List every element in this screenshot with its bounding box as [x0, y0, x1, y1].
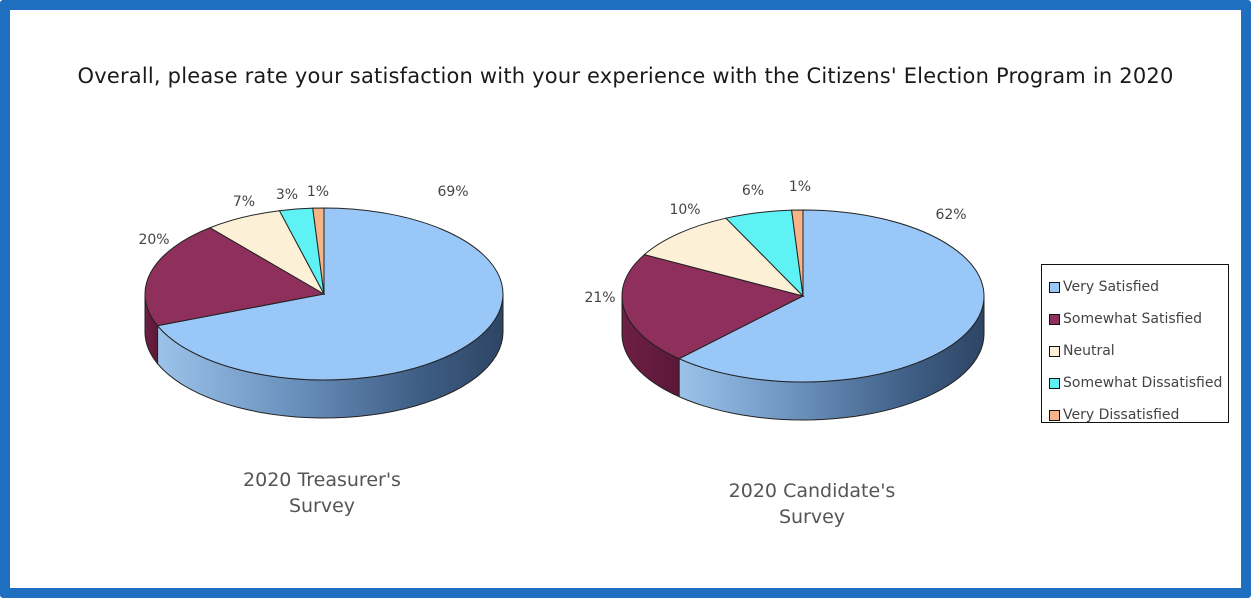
- legend-item-neutral: Neutral: [1042, 335, 1228, 367]
- pie-slice-neutral: [643, 217, 805, 297]
- pie-candidates-survey: 62% 21% 10% 6% 1%: [584, 179, 985, 421]
- data-label-very-dissatisfied: 1%: [789, 179, 811, 195]
- pie-slice-very-satisfied: [677, 209, 985, 383]
- data-label-very-dissatisfied: 1%: [307, 184, 329, 200]
- data-label-somewhat-satisfied: 20%: [138, 232, 169, 248]
- pie-slice-somewhat-satisfied: [621, 254, 805, 360]
- data-label-very-satisfied: 69%: [437, 184, 468, 200]
- legend-item-somewhat-satisfied: Somewhat Satisfied: [1042, 303, 1228, 335]
- legend-swatch: [1049, 345, 1060, 357]
- caption-line-1: 2020 Candidate's: [728, 480, 896, 502]
- caption-candidates-survey: 2020 Candidate's Survey: [712, 478, 912, 530]
- caption-line-1: 2020 Treasurer's: [243, 469, 401, 491]
- data-label-neutral: 10%: [669, 202, 700, 218]
- legend-label: Somewhat Dissatisfied: [1063, 375, 1223, 391]
- caption-treasurers-survey: 2020 Treasurer's Survey: [222, 467, 422, 519]
- pie-slice-very-satisfied: [156, 207, 504, 381]
- data-label-very-satisfied: 62%: [935, 207, 966, 223]
- legend-label: Very Satisfied: [1063, 279, 1160, 295]
- data-label-somewhat-dissatisfied: 3%: [276, 187, 298, 203]
- pie-treasurers-survey: 69% 20% 7% 3% 1%: [138, 184, 504, 419]
- legend-swatch: [1049, 409, 1060, 421]
- legend-item-very-dissatisfied: Very Dissatisfied: [1042, 399, 1228, 431]
- pie-slice-somewhat-satisfied: [144, 227, 326, 327]
- chart-title: Overall, please rate your satisfaction w…: [77, 64, 1174, 88]
- legend-swatch: [1049, 377, 1060, 389]
- legend-label: Somewhat Satisfied: [1063, 311, 1203, 327]
- legend-label: Very Dissatisfied: [1063, 407, 1180, 423]
- legend-item-very-satisfied: Very Satisfied: [1042, 271, 1228, 303]
- legend-swatch: [1049, 281, 1060, 293]
- data-label-neutral: 7%: [233, 194, 255, 210]
- data-label-somewhat-dissatisfied: 6%: [742, 183, 764, 199]
- pie-slice-very-dissatisfied: [312, 207, 325, 295]
- legend-swatch: [1049, 313, 1060, 325]
- legend-label: Neutral: [1063, 343, 1115, 359]
- caption-line-2: Survey: [288, 495, 356, 517]
- chart-legend: Very Satisfied Somewhat Satisfied Neutra…: [1041, 264, 1229, 423]
- legend-item-somewhat-dissatisfied: Somewhat Dissatisfied: [1042, 367, 1228, 399]
- pie-slice-very-dissatisfied: [791, 209, 804, 297]
- caption-line-2: Survey: [778, 506, 846, 528]
- data-label-somewhat-satisfied: 21%: [584, 290, 615, 306]
